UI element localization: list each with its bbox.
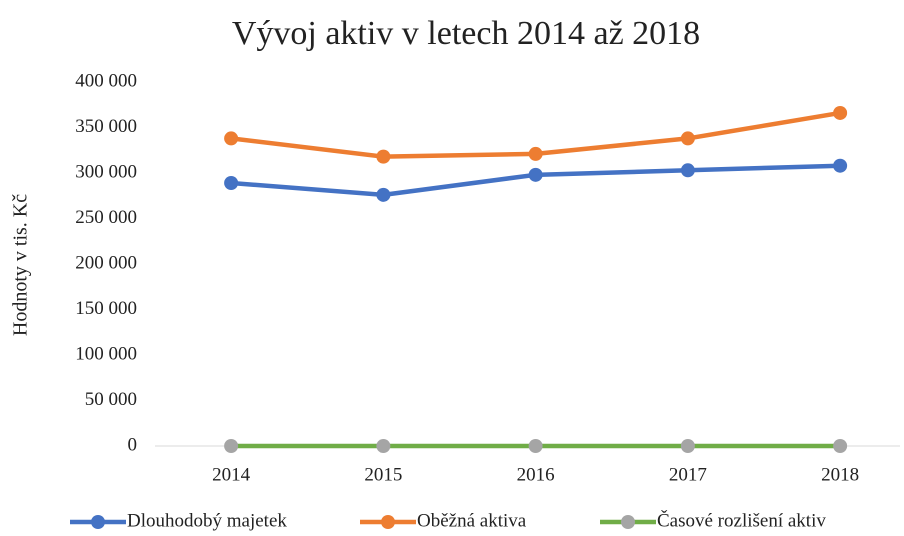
data-point [833, 439, 848, 453]
x-tick-label: 2017 [669, 464, 707, 485]
x-tick-label: 2014 [212, 464, 251, 485]
data-point [528, 167, 543, 182]
legend-marker [381, 515, 395, 529]
legend-marker [91, 515, 105, 529]
data-point [528, 439, 543, 453]
legend-label: Dlouhodobý majetek [127, 510, 287, 531]
x-tick-label: 2015 [364, 464, 402, 485]
y-tick-label: 400 000 [75, 70, 137, 91]
legend-marker [621, 515, 635, 529]
legend-label: Časové rozlišení aktiv [657, 509, 826, 531]
x-tick-label: 2016 [517, 464, 555, 485]
y-tick-label: 150 000 [75, 298, 137, 319]
data-point [224, 176, 239, 191]
x-tick-label: 2018 [821, 464, 859, 485]
data-point [376, 439, 391, 453]
y-axis-label: Hodnoty v tis. Kč [10, 194, 32, 336]
legend-label: Oběžná aktiva [417, 510, 527, 531]
y-tick-label: 0 [128, 434, 138, 455]
chart-title: Vývoj aktiv v letech 2014 až 2018 [232, 15, 700, 52]
data-point [224, 131, 239, 146]
data-point [528, 146, 543, 161]
data-point [376, 187, 391, 202]
data-point [833, 105, 848, 120]
data-point [376, 149, 391, 164]
y-tick-label: 300 000 [75, 161, 137, 182]
data-point [680, 439, 695, 453]
y-tick-label: 100 000 [75, 343, 137, 364]
y-tick-label: 50 000 [85, 389, 137, 410]
y-tick-label: 350 000 [75, 116, 137, 137]
y-tick-label: 200 000 [75, 252, 137, 273]
data-point [224, 439, 239, 453]
y-tick-label: 250 000 [75, 207, 137, 228]
data-point [833, 158, 848, 173]
data-point [680, 163, 695, 178]
data-point [680, 131, 695, 146]
